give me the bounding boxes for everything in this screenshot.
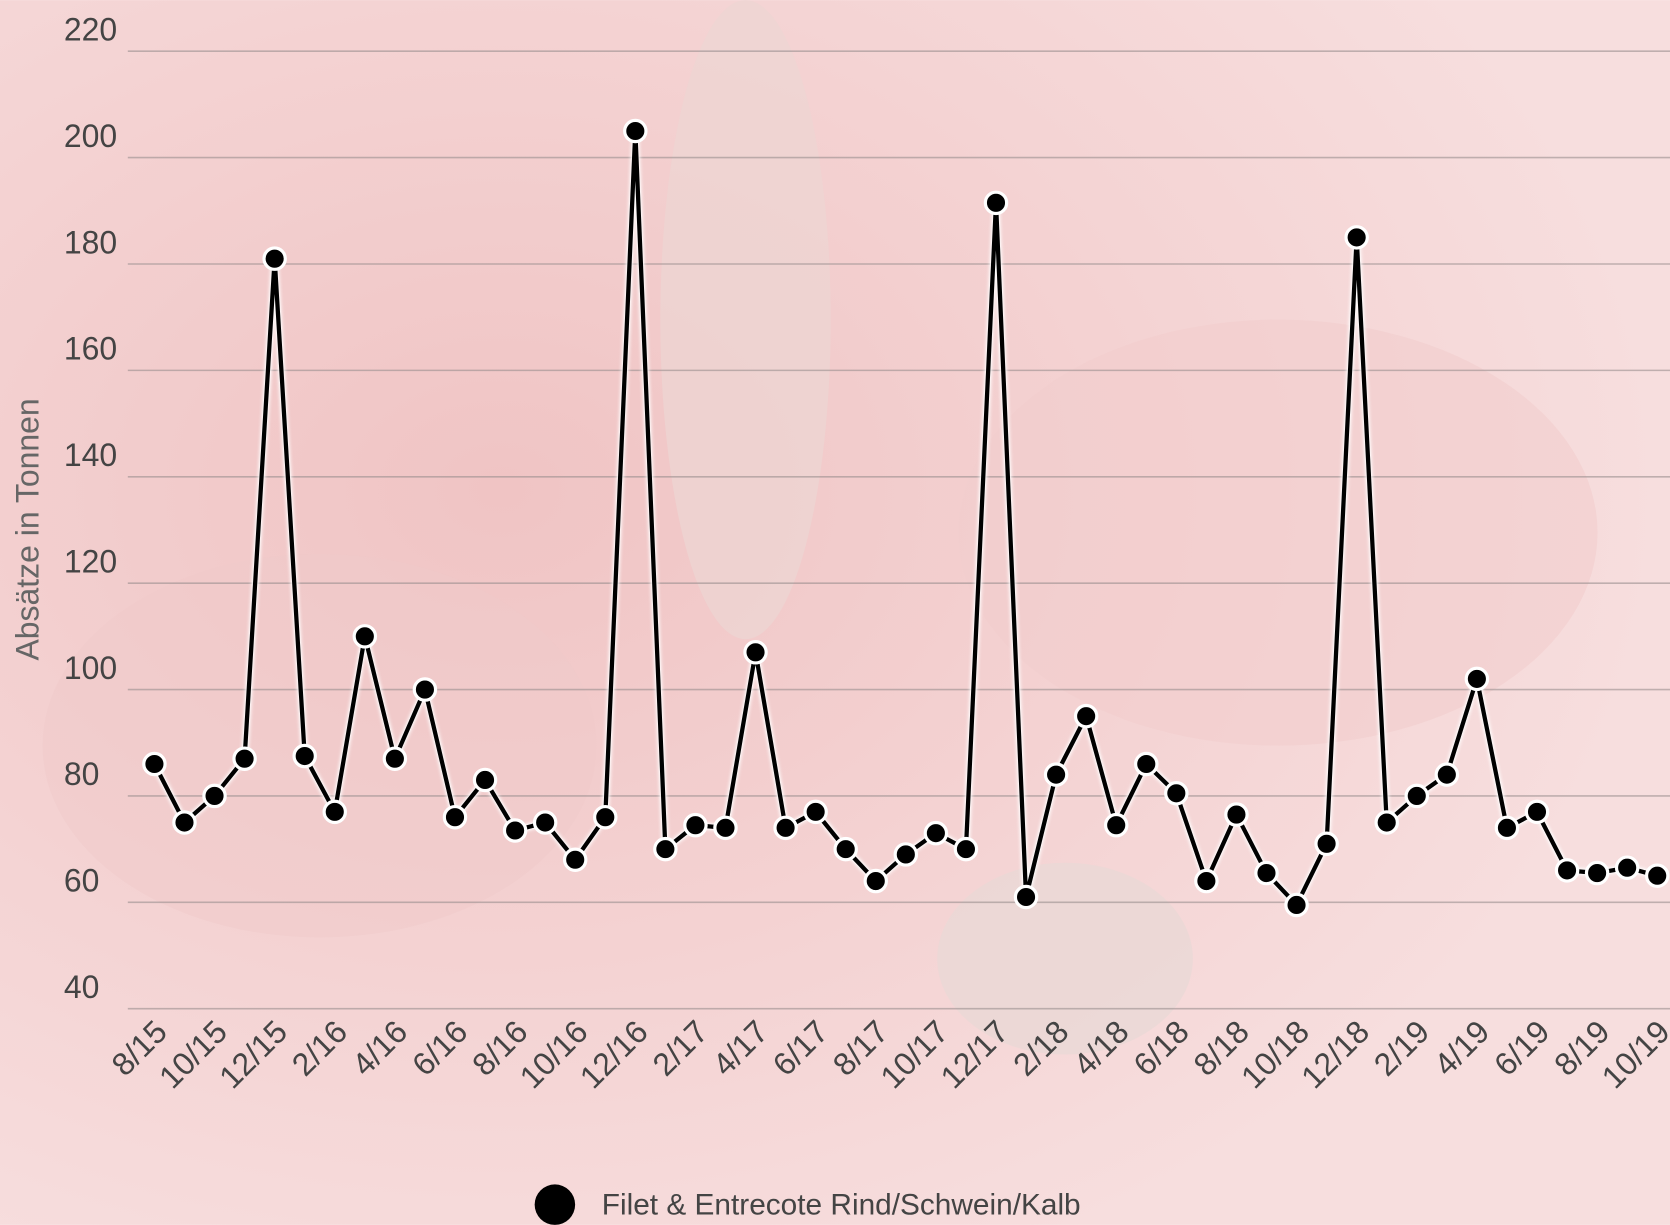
data-point xyxy=(1436,764,1457,785)
data-point xyxy=(805,801,826,822)
data-point xyxy=(1556,860,1577,881)
y-tick-label: 180 xyxy=(64,224,117,260)
data-point xyxy=(1286,894,1307,915)
data-point xyxy=(1015,886,1036,907)
data-point xyxy=(234,748,255,769)
data-point xyxy=(1196,870,1217,891)
data-point xyxy=(1617,857,1638,878)
y-tick-label: 120 xyxy=(64,543,117,579)
background-shape xyxy=(959,320,1598,746)
data-point xyxy=(414,679,435,700)
page: {"chart_data": {"type": "line", "y_label… xyxy=(0,0,1670,1225)
chart: Absätze in Tonnen 40 60 80 100 120 140 160 180 2… xyxy=(0,0,1670,1225)
data-point xyxy=(1496,817,1517,838)
background-shape xyxy=(43,554,597,937)
data-point xyxy=(1256,862,1277,883)
data-point xyxy=(535,812,556,833)
data-point xyxy=(1076,705,1097,726)
data-point xyxy=(294,745,315,766)
background-shape xyxy=(937,863,1193,1055)
data-point xyxy=(745,642,766,663)
data-point xyxy=(1647,865,1668,886)
data-point xyxy=(354,626,375,647)
data-point xyxy=(264,248,285,269)
y-tick-label: 220 xyxy=(64,11,117,47)
data-point xyxy=(1346,227,1367,248)
data-point xyxy=(1226,804,1247,825)
y-tick-label: 140 xyxy=(64,437,117,473)
data-point xyxy=(174,812,195,833)
data-point xyxy=(1106,815,1127,836)
data-point xyxy=(1586,862,1607,883)
data-point xyxy=(925,823,946,844)
data-point xyxy=(444,807,465,828)
data-point xyxy=(985,192,1006,213)
data-point xyxy=(474,769,495,790)
data-point xyxy=(144,753,165,774)
data-point xyxy=(775,817,796,838)
data-point xyxy=(595,807,616,828)
data-point xyxy=(1376,812,1397,833)
data-point xyxy=(1466,668,1487,689)
data-point xyxy=(1045,764,1066,785)
data-point xyxy=(384,748,405,769)
data-point xyxy=(835,838,856,859)
y-tick-label: 80 xyxy=(64,756,100,792)
y-axis-title: Absätze in Tonnen xyxy=(9,398,45,660)
data-point xyxy=(565,849,586,870)
data-point xyxy=(715,817,736,838)
data-point xyxy=(685,815,706,836)
legend-label: Filet & Entrecote Rind/Schwein/Kalb xyxy=(602,1189,1081,1222)
y-tick-label: 100 xyxy=(64,650,117,686)
data-point xyxy=(1166,783,1187,804)
y-tick-label: 200 xyxy=(64,118,117,154)
legend-marker xyxy=(535,1184,575,1224)
data-point xyxy=(1136,753,1157,774)
data-point xyxy=(895,844,916,865)
data-point xyxy=(865,870,886,891)
data-point xyxy=(1526,801,1547,822)
data-point xyxy=(625,120,646,141)
data-point xyxy=(204,785,225,806)
background-shape xyxy=(660,0,830,639)
data-point xyxy=(955,838,976,859)
data-point xyxy=(1316,833,1337,854)
data-point xyxy=(655,838,676,859)
data-point xyxy=(1406,785,1427,806)
y-tick-label: 40 xyxy=(64,969,100,1005)
y-tick-label: 60 xyxy=(64,863,100,899)
y-tick-label: 160 xyxy=(64,331,117,367)
data-point xyxy=(504,820,525,841)
data-point xyxy=(324,801,345,822)
